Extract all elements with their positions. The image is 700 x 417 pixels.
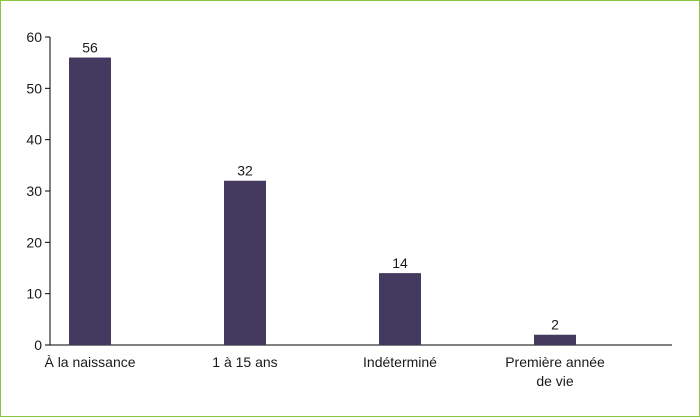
bars bbox=[69, 57, 576, 346]
bar bbox=[534, 334, 576, 345]
category-labels: À la naissance 1 à 15 ans Indéterminé Premi… bbox=[44, 354, 605, 389]
data-label: 14 bbox=[392, 255, 408, 271]
y-tick-label: 20 bbox=[26, 234, 42, 250]
y-tick-label: 60 bbox=[26, 29, 42, 45]
y-tick-label: 50 bbox=[26, 80, 42, 96]
data-labels: 56 32 14 2 bbox=[82, 40, 559, 333]
bar bbox=[224, 180, 266, 345]
y-tick-label: 40 bbox=[26, 132, 42, 148]
data-label: 32 bbox=[237, 163, 253, 179]
category-label: Première année de vie bbox=[505, 354, 605, 389]
y-tick-label: 0 bbox=[34, 337, 42, 353]
bar bbox=[69, 57, 111, 346]
bar bbox=[379, 273, 421, 345]
y-axis: 0 10 20 30 40 50 60 bbox=[26, 29, 51, 353]
y-tick-label: 10 bbox=[26, 286, 42, 302]
category-label: 1 à 15 ans bbox=[212, 354, 277, 370]
y-tick-label: 30 bbox=[26, 183, 42, 199]
data-label: 2 bbox=[551, 317, 559, 333]
category-label: Indéterminé bbox=[363, 354, 437, 370]
data-label: 56 bbox=[82, 40, 98, 56]
category-label: À la naissance bbox=[44, 354, 135, 370]
